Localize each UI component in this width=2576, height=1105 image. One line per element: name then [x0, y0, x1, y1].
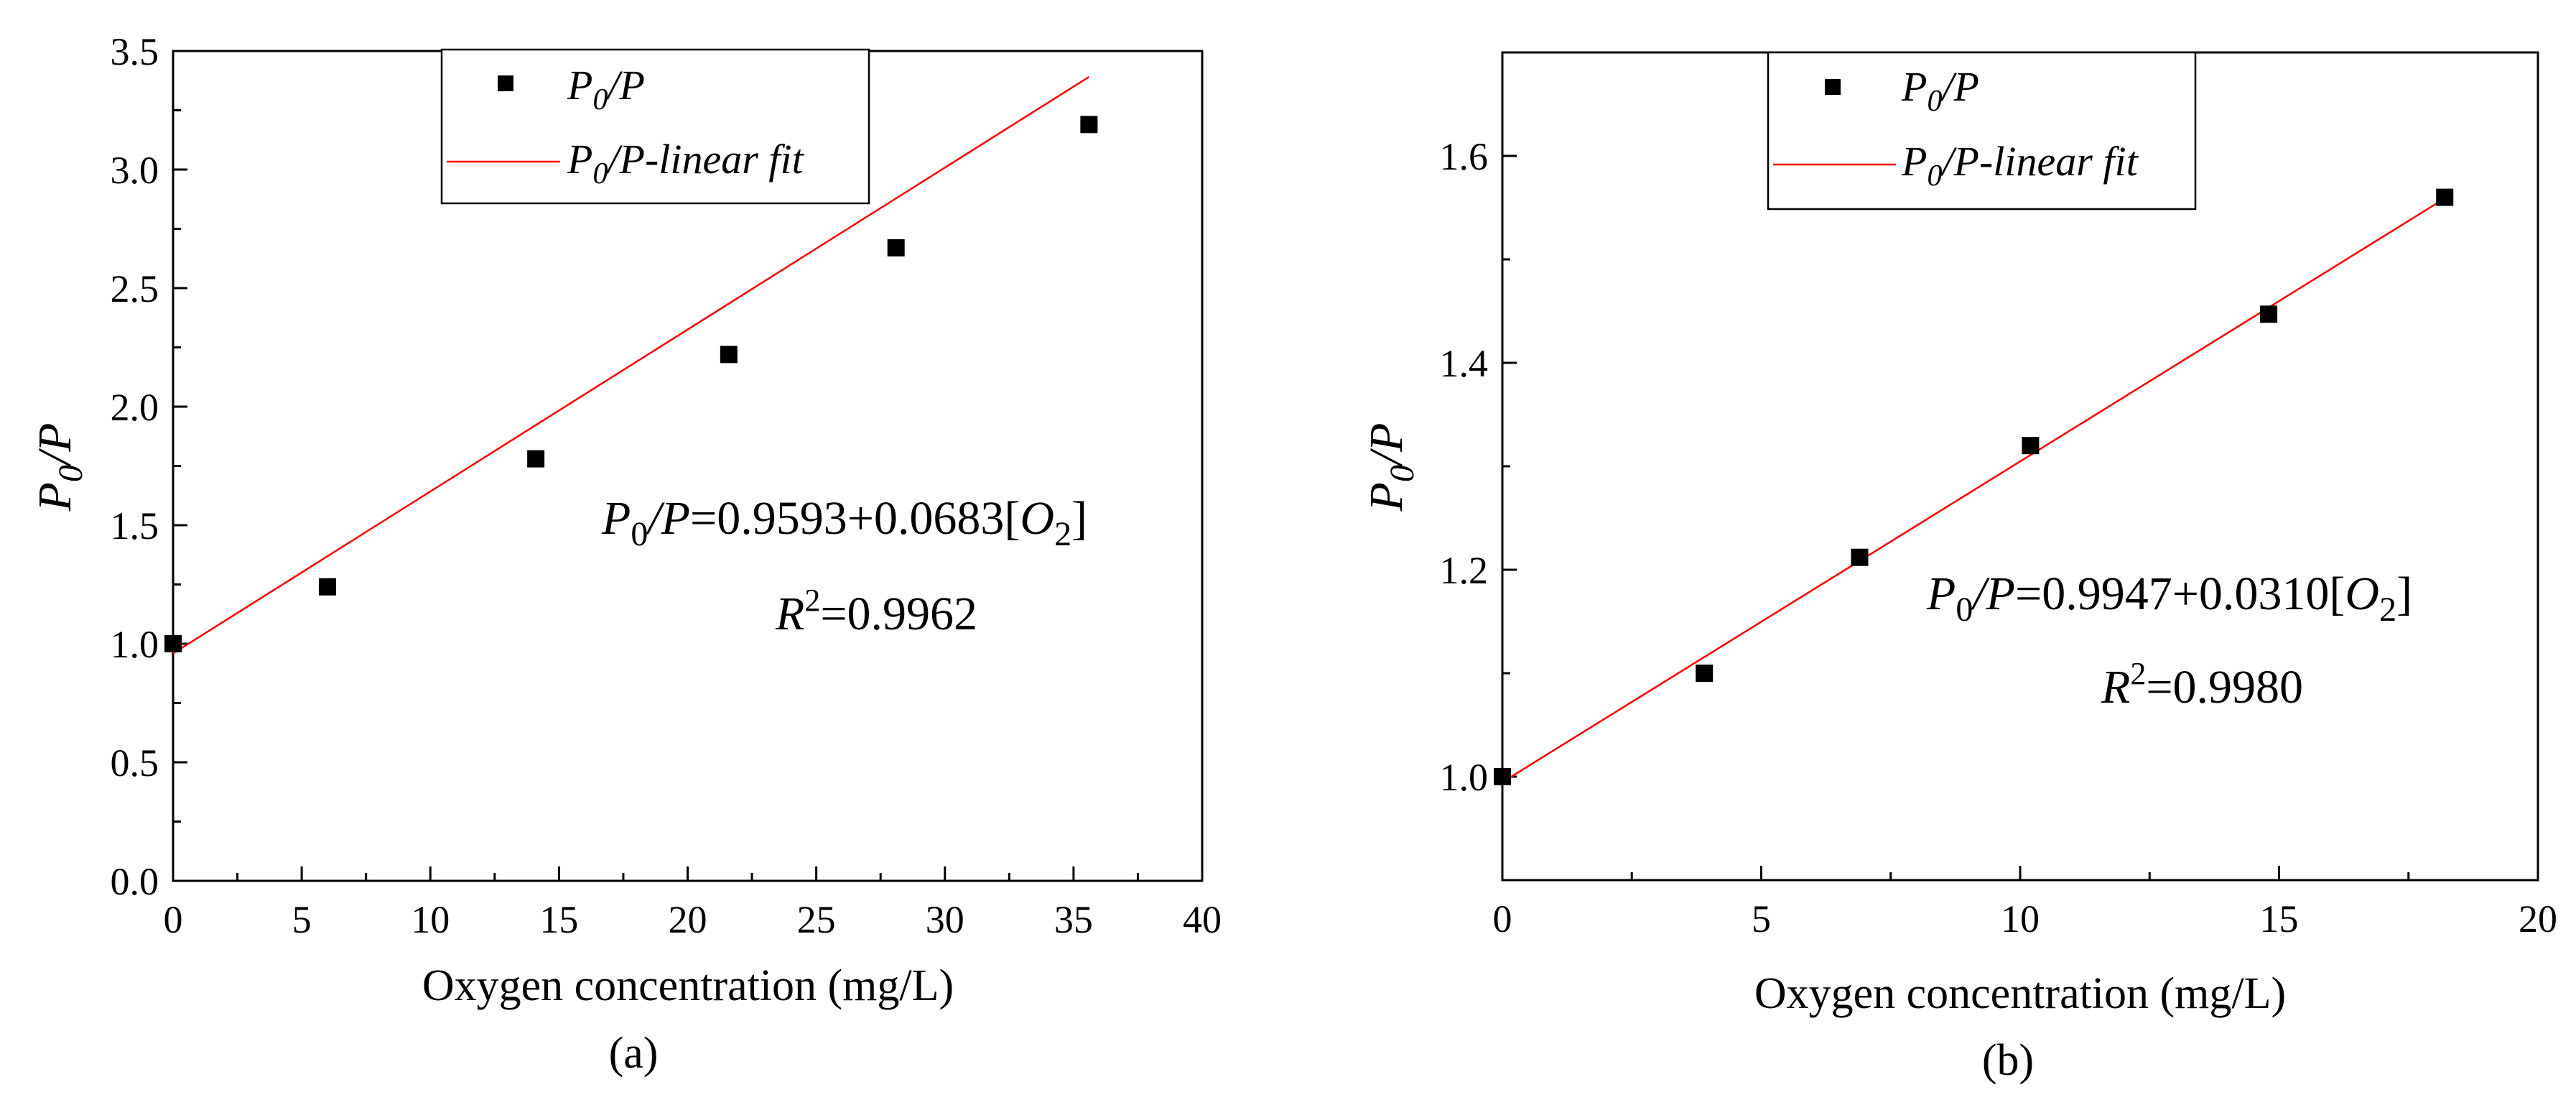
- chart-b-r-squared: R2=0.9980: [2101, 656, 2303, 713]
- chart-b-data-point: [2436, 188, 2454, 206]
- chart-a-data-point: [527, 450, 545, 468]
- chart-b-data-point: [2260, 305, 2278, 323]
- chart-a-y-tick-label: 2.0: [111, 386, 159, 429]
- chart-b-data-point: [1696, 665, 1714, 682]
- chart-b-x-tick-label: 20: [2519, 897, 2557, 940]
- chart-a-y-tick-label: 0.5: [111, 741, 159, 785]
- chart-a-data-point: [887, 239, 905, 256]
- chart-a-x-axis-title: Oxygen concentration (mg/L): [422, 961, 954, 1010]
- chart-b-x-tick-label: 5: [1752, 897, 1771, 940]
- chart-a-x-tick-label: 20: [669, 898, 707, 941]
- chart-a-x-tick-label: 35: [1054, 898, 1093, 941]
- chart-b-fit-line: [1502, 198, 2445, 783]
- chart-b-y-tick-label: 1.4: [1440, 342, 1489, 385]
- chart-a-legend-label-points: P0/P: [567, 62, 645, 116]
- chart-a-y-tick-label: 3.5: [111, 30, 159, 73]
- chart-a-y-tick-label: 3.0: [111, 149, 159, 192]
- chart-b-legend-box: [1767, 51, 2197, 211]
- chart-a-r-squared: R2=0.9962: [775, 583, 977, 640]
- chart-b-x-tick-label: 0: [1493, 897, 1512, 940]
- chart-b-data-point: [2022, 437, 2040, 455]
- chart-a-fit-equation: P0/P=0.9593+0.0683[O2]: [601, 492, 1087, 553]
- chart-a-y-tick-label: 1.5: [111, 504, 159, 547]
- chart-a-legend-marker: [498, 75, 513, 91]
- chart-a-y-axis-title: P0/P: [29, 423, 90, 512]
- chart-a-data-point: [720, 346, 738, 364]
- chart-a-x-tick-label: 40: [1183, 898, 1222, 941]
- chart-a-data-point: [1080, 116, 1098, 134]
- chart-a: 0 5 10 15 20 25 30 35 40 0.0 0.5 1.0 1.5 2.0 2.5 3.0 3.…: [29, 30, 1222, 1078]
- chart-a-x-tick-label: 15: [539, 898, 578, 941]
- chart-a-x-tick-label: 30: [926, 898, 964, 941]
- chart-b-data-point: [1851, 548, 1869, 566]
- chart-b-y-tick-label: 1.2: [1440, 549, 1489, 592]
- chart-b-fit-equation: P0/P=0.9947+0.0310[O2]: [1926, 568, 2412, 629]
- chart-a-x-tick-label: 0: [164, 898, 183, 941]
- chart-b-x-axis-title: Oxygen concentration (mg/L): [1754, 969, 2286, 1018]
- chart-a-data-point: [318, 578, 336, 596]
- chart-b-x-tick-label: 15: [2260, 897, 2299, 940]
- chart-a-fit-line: [172, 75, 1090, 655]
- chart-b-panel-label: (b): [1982, 1036, 2034, 1085]
- chart-b-y-tick-label: 1.0: [1440, 756, 1489, 799]
- chart-a-y-tick-label: 0.0: [111, 860, 159, 903]
- chart-a-legend-box: [440, 48, 870, 205]
- chart-b-legend-label-points: P0/P: [1901, 63, 1979, 118]
- chart-b-data-point: [1494, 768, 1511, 785]
- chart-b-y-tick-label: 1.6: [1440, 135, 1489, 178]
- chart-a-panel-label: (a): [609, 1029, 659, 1078]
- chart-a-legend-label-fit: P0/P-linear fit: [567, 136, 805, 190]
- chart-b-y-axis-title: P0/P: [1360, 423, 1421, 512]
- chart-b-legend: P0/P P0/P-linear fit: [1767, 51, 2197, 211]
- chart-b: 0 5 10 15 20 1.0 1.2 1.4 1.6 P0/P P0/P-linear f…: [1360, 51, 2557, 1085]
- chart-a-x-tick-label: 10: [411, 898, 450, 941]
- chart-a-x-tick-label: 5: [292, 898, 312, 941]
- chart-a-x-tick-label: 25: [797, 898, 836, 941]
- chart-b-legend-label-fit: P0/P-linear fit: [1901, 138, 2139, 193]
- chart-b-x-tick-label: 10: [2001, 897, 2040, 940]
- chart-a-y-tick-label: 1.0: [111, 623, 159, 666]
- chart-a-legend: P0/P P0/P-linear fit: [440, 48, 870, 205]
- chart-b-legend-marker: [1825, 79, 1841, 95]
- chart-a-y-tick-label: 2.5: [111, 267, 159, 310]
- chart-a-data-point: [164, 635, 182, 652]
